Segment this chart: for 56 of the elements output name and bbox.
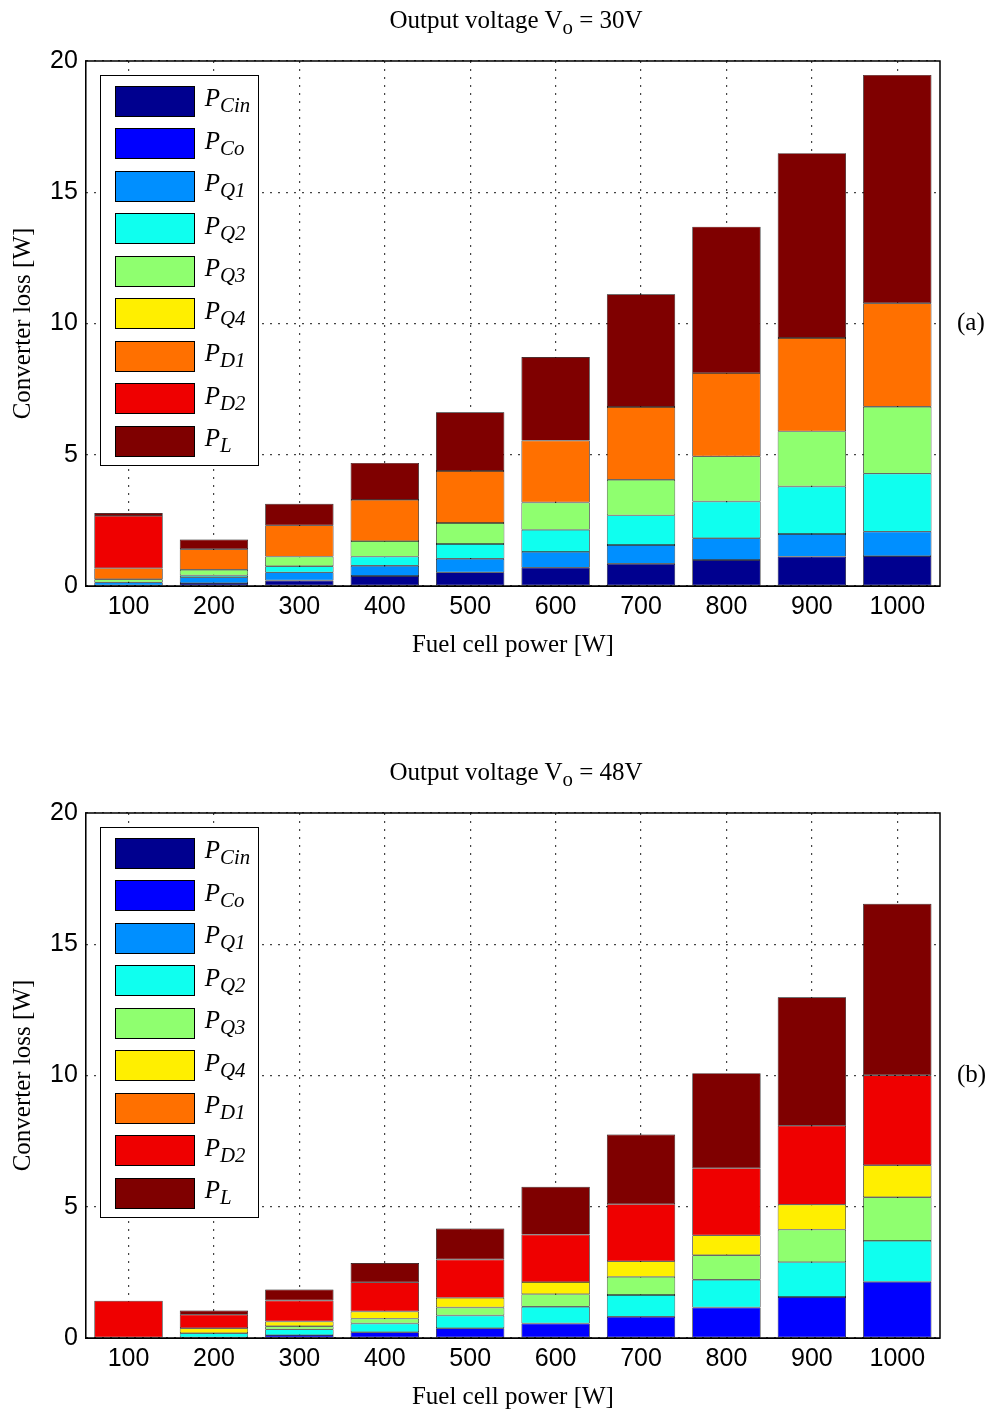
legend-label: P$_{Q2}$ bbox=[204, 963, 246, 998]
x-tick-label: 700 bbox=[620, 590, 662, 619]
x-tick-label: 500 bbox=[449, 590, 492, 619]
legend-label: P$_{Q4}$ bbox=[204, 1048, 246, 1083]
x-tick-label: 300 bbox=[278, 590, 321, 619]
legend-label: P$_{Q1}$ bbox=[204, 169, 246, 204]
y-tick-label: 20 bbox=[50, 796, 78, 825]
y-axis-title: Converter loss [W] bbox=[7, 227, 35, 420]
x-tick-label: 900 bbox=[791, 590, 833, 619]
y-tick-label: 15 bbox=[50, 176, 78, 205]
chart-title: Output voltage V$_{o}$ = 48V bbox=[388, 758, 644, 792]
y-tick-label: 5 bbox=[63, 1190, 78, 1219]
x-tick-label: 700 bbox=[620, 1342, 662, 1371]
legend-label: P$_{D1}$ bbox=[204, 1091, 246, 1126]
y-tick-label: 5 bbox=[63, 438, 78, 467]
legend-label: P$_{D1}$ bbox=[204, 339, 246, 374]
y-tick-label: 0 bbox=[63, 569, 78, 598]
y-axis-title: Converter loss [W] bbox=[7, 979, 35, 1172]
legend-label: P$_{Co}$ bbox=[204, 878, 245, 913]
y-tick-label: 15 bbox=[50, 928, 78, 957]
y-tick-label: 0 bbox=[63, 1321, 78, 1350]
x-tick-label: 400 bbox=[363, 1342, 406, 1371]
legend-label: P$_{Cin}$ bbox=[204, 84, 251, 119]
x-tick-label: 100 bbox=[107, 1342, 150, 1371]
x-tick-label: 400 bbox=[363, 590, 406, 619]
legend-label: P$_{Q1}$ bbox=[204, 921, 246, 956]
legend-label: P$_{Q3}$ bbox=[204, 1006, 246, 1041]
x-tick-label: 500 bbox=[449, 1342, 492, 1371]
x-tick-label: 200 bbox=[193, 1342, 235, 1371]
chart-title: Output voltage V$_{o}$ = 30V bbox=[388, 6, 644, 40]
legend-label: P$_{L}$ bbox=[204, 1176, 232, 1211]
x-tick-label: 900 bbox=[791, 1342, 833, 1371]
x-tick-label: 100 bbox=[107, 590, 150, 619]
x-tick-label: 600 bbox=[534, 1342, 577, 1371]
text: (b) bbox=[957, 1060, 987, 1089]
text: (a) bbox=[957, 308, 985, 337]
legend-label: P$_{Q4}$ bbox=[204, 296, 246, 331]
x-tick-label: 800 bbox=[705, 1342, 748, 1371]
legend-label: P$_{Q3}$ bbox=[204, 254, 246, 289]
x-tick-label: 1000 bbox=[869, 590, 926, 619]
x-axis-title: Fuel cell power [W] bbox=[411, 1381, 614, 1409]
legend-label: P$_{D2}$ bbox=[204, 1133, 246, 1168]
legend-label: P$_{Co}$ bbox=[204, 126, 245, 161]
x-tick-label: 600 bbox=[534, 590, 577, 619]
y-tick-label: 10 bbox=[50, 1059, 78, 1088]
legend-label: P$_{D2}$ bbox=[204, 381, 246, 416]
x-tick-label: 300 bbox=[278, 1342, 321, 1371]
x-tick-label: 800 bbox=[705, 590, 748, 619]
legend-label: P$_{Q2}$ bbox=[204, 211, 246, 246]
x-tick-label: 1000 bbox=[869, 1342, 926, 1371]
y-tick-label: 10 bbox=[50, 307, 78, 336]
y-tick-label: 20 bbox=[50, 44, 78, 73]
x-axis-title: Fuel cell power [W] bbox=[411, 629, 614, 657]
legend-label: P$_{Cin}$ bbox=[204, 836, 251, 871]
legend-label: P$_{L}$ bbox=[204, 424, 232, 459]
x-tick-label: 200 bbox=[193, 590, 235, 619]
